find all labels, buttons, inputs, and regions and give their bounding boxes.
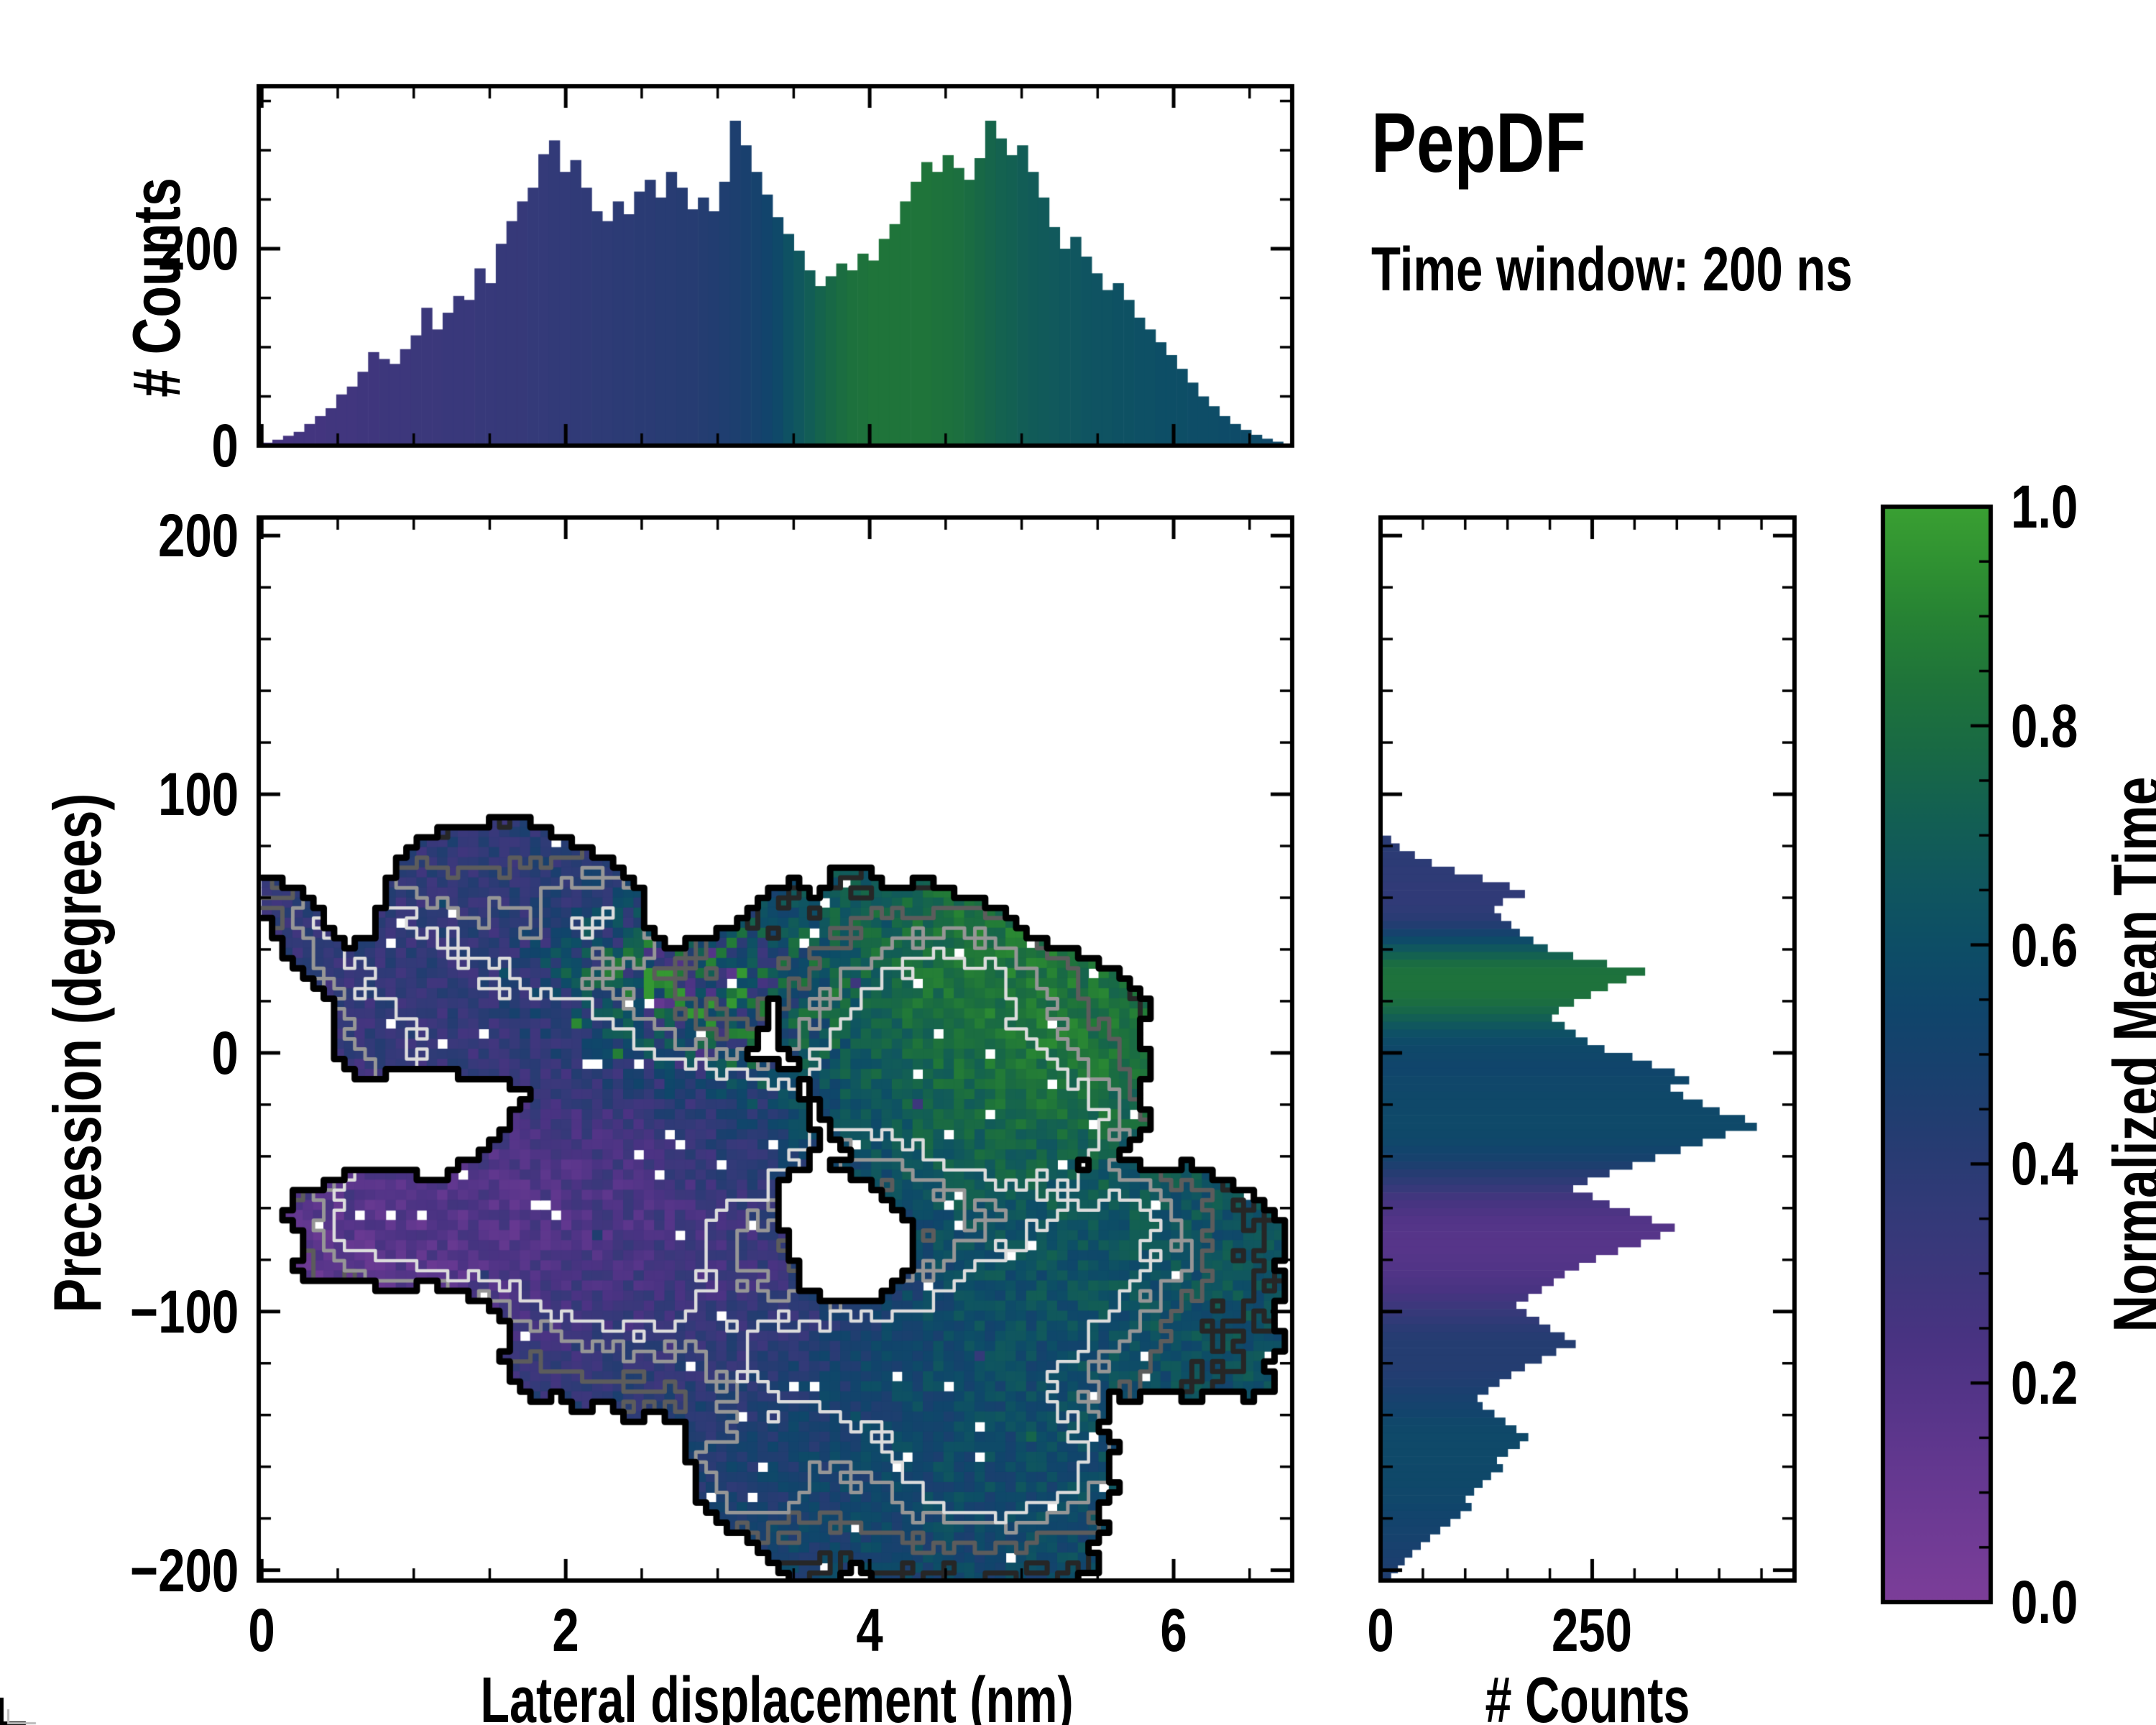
- tick-label: 2: [552, 1596, 579, 1664]
- tick-label: 200: [157, 502, 239, 570]
- tick-label: 0: [211, 412, 239, 479]
- tick-label: 0.6: [2011, 911, 2078, 979]
- main-xlabel: Lateral displacement (nm): [480, 1665, 1074, 1725]
- time-window-annotation: Time window: 200 ns: [1371, 235, 1853, 304]
- tick-label: 250: [1552, 1596, 1633, 1664]
- main-ylabel: Precession (degrees): [40, 793, 115, 1313]
- top-histogram-ylabel: # Counts: [119, 178, 194, 397]
- tick-label: 0.8: [2011, 691, 2078, 760]
- tick-label: 200: [157, 215, 239, 283]
- tick-label: 0: [211, 1018, 239, 1087]
- tick-label: 100: [157, 760, 239, 829]
- tick-label: −100: [129, 1277, 239, 1346]
- tick-label: 0: [248, 1596, 275, 1664]
- plot-title: PepDF: [1371, 96, 1586, 190]
- tick-label: 4: [856, 1596, 883, 1664]
- tick-label: 6: [1160, 1596, 1187, 1664]
- right-histogram-xlabel: # Counts: [1485, 1665, 1690, 1725]
- tick-label: 1.0: [2011, 473, 2078, 540]
- tick-label: 0.4: [2011, 1130, 2078, 1198]
- tick-label: 0: [1367, 1596, 1394, 1664]
- tick-label: −200: [129, 1536, 239, 1604]
- tick-label: 0.0: [2011, 1568, 2078, 1636]
- colorbar-label: Normalized Mean Time: [2099, 776, 2156, 1333]
- tick-label: 0.2: [2011, 1349, 2078, 1417]
